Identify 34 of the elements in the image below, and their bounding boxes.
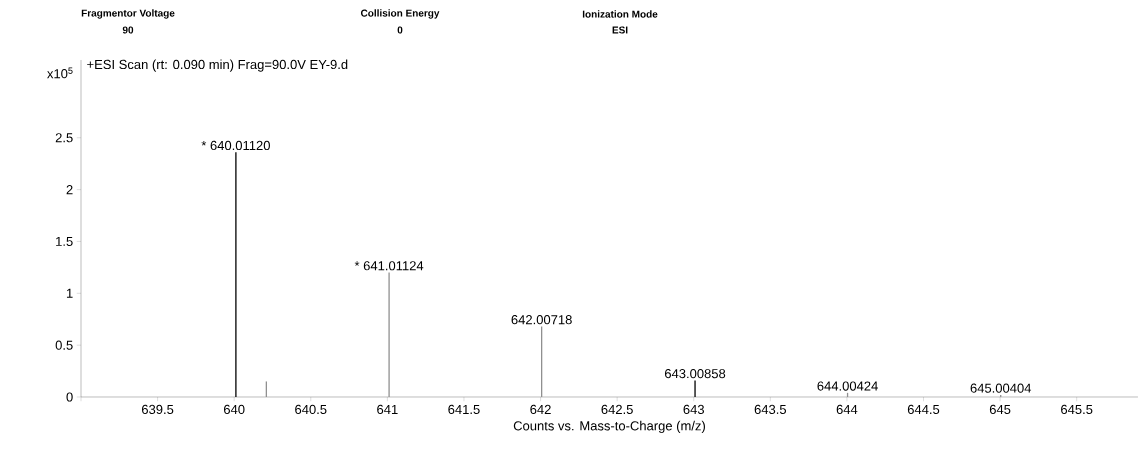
y-tick-label: 0 bbox=[66, 392, 73, 402]
annotation: 642.00718 bbox=[511, 315, 572, 325]
text: 0 bbox=[397, 26, 403, 34]
text: Ionization Mode bbox=[582, 10, 658, 18]
text: ESI bbox=[612, 26, 628, 34]
x-tick-label: 644 bbox=[836, 404, 858, 414]
x-tick-label: 639.5 bbox=[141, 404, 174, 414]
y-tick-label: 0.5 bbox=[55, 340, 73, 350]
annotation: 643.00858 bbox=[664, 369, 726, 379]
chart-title: +ESI Scan (rt: 0.090 min) Frag=90.0V EY-9.d bbox=[87, 59, 348, 72]
y-tick-label: 1.5 bbox=[56, 236, 73, 246]
annotation: * 640.01120 bbox=[201, 140, 270, 151]
annotation: 645.00404 bbox=[970, 383, 1032, 393]
text: Fragmentor Voltage bbox=[81, 9, 175, 19]
x-tick-label: 640 bbox=[224, 404, 245, 414]
annotation: 644.00424 bbox=[817, 381, 878, 391]
x-tick-label: 643 bbox=[683, 404, 704, 414]
x-tick-label: 643.5 bbox=[754, 404, 787, 414]
x-tick-label: 642 bbox=[530, 404, 551, 414]
x-tick-label: 641.5 bbox=[448, 404, 480, 414]
text: 90 bbox=[122, 26, 134, 34]
x-axis-title: Counts vs. Mass-to-Charge (m/z) bbox=[513, 420, 705, 433]
y-tick-label: 2 bbox=[66, 185, 73, 195]
x-tick-label: 645.5 bbox=[1061, 404, 1093, 414]
x-tick-label: 641 bbox=[377, 404, 398, 414]
x-tick-label: 645 bbox=[989, 404, 1011, 414]
annotation: * 641.01124 bbox=[354, 261, 424, 271]
y-tick-label: 1 bbox=[66, 288, 73, 298]
y-tick-label: 2.5 bbox=[55, 133, 73, 143]
x-tick-label: 642.5 bbox=[601, 404, 633, 414]
x-tick-label: 644.5 bbox=[907, 404, 940, 414]
y-axis-title: x10$^{5}$ bbox=[47, 67, 73, 79]
x-tick-label: 640.5 bbox=[295, 404, 327, 414]
text: Collision Energy bbox=[360, 9, 440, 19]
